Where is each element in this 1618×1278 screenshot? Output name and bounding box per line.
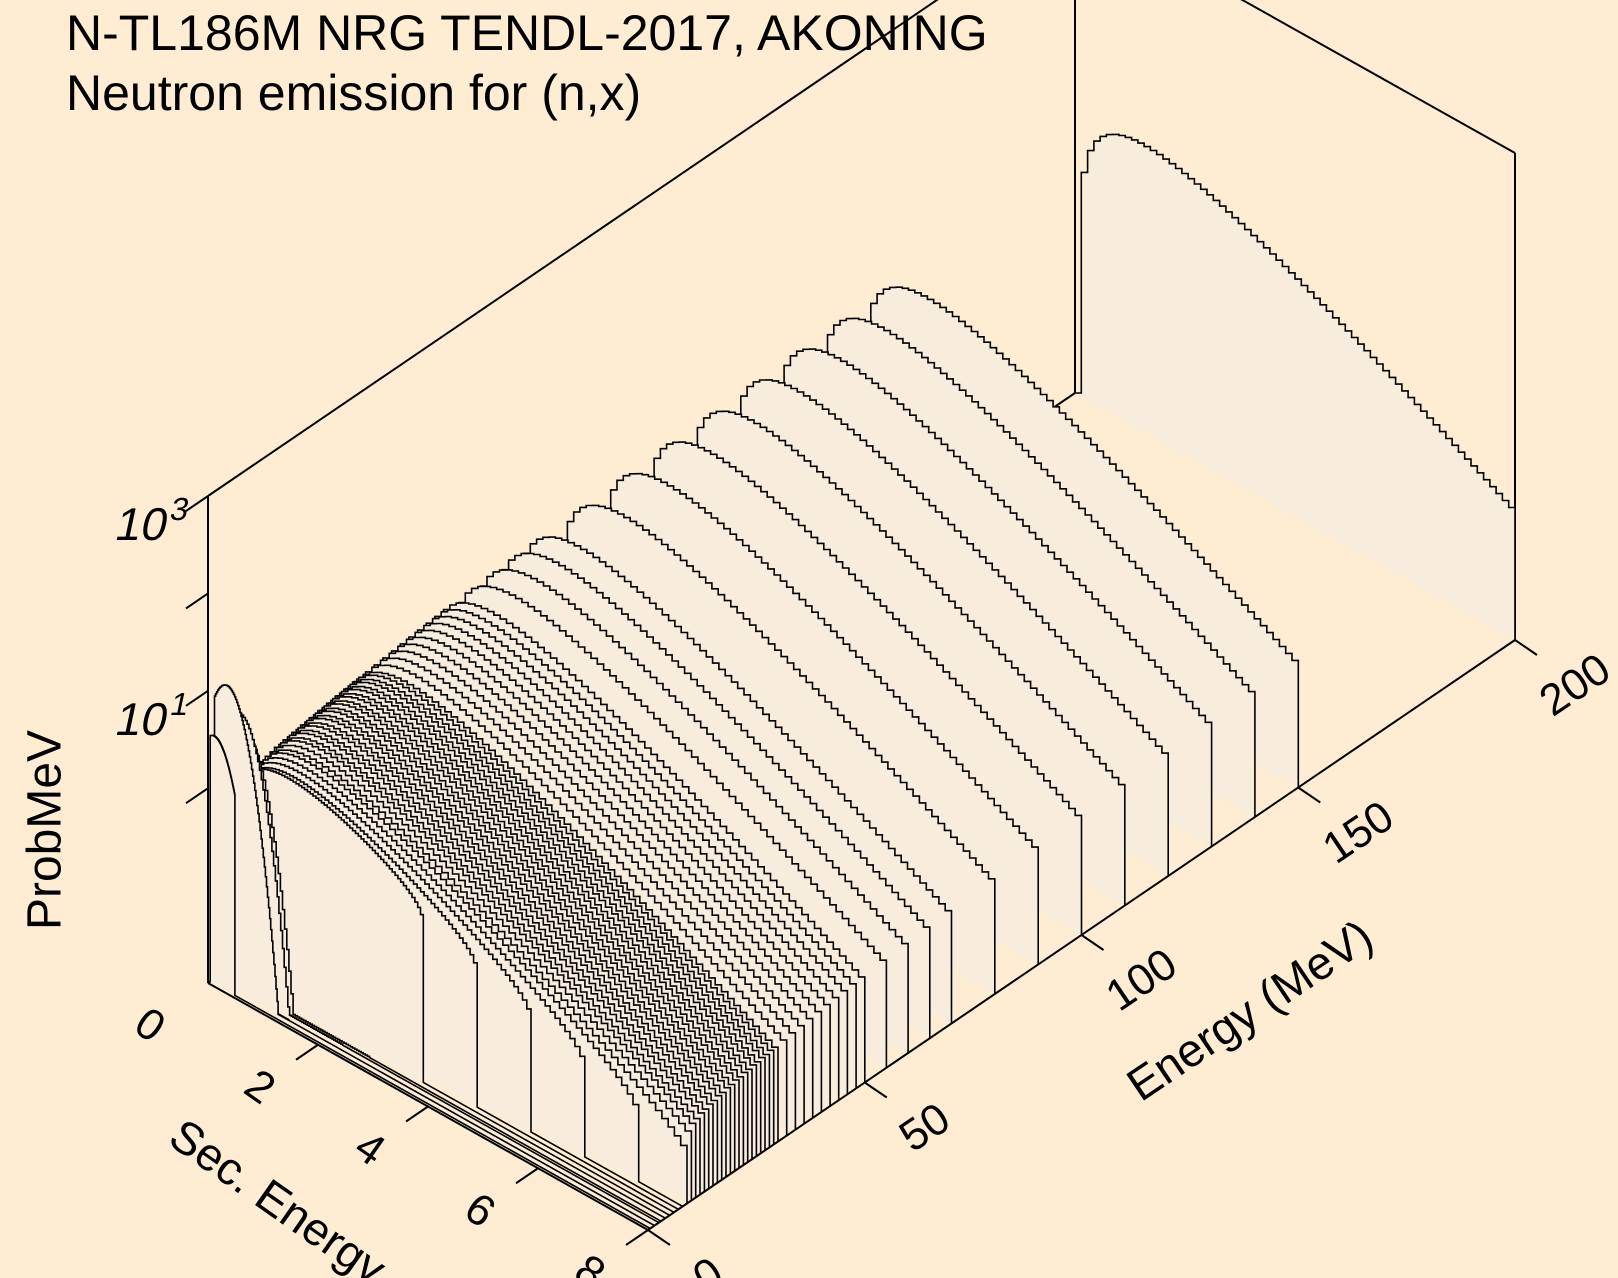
y-axis-label: ProbMeV <box>19 730 72 930</box>
x-tick-label-6: 6 <box>456 1183 504 1237</box>
right-top-edge <box>1240 0 1516 154</box>
chart-subtitle: Neutron emission for (n,x) <box>66 65 642 121</box>
x-tick-2 <box>295 1043 319 1061</box>
x-tick-label-2: 2 <box>236 1060 284 1114</box>
y-tick-1 <box>185 787 209 805</box>
z-tick-100 <box>1080 934 1105 951</box>
y-tick-exponent: 3 <box>167 491 192 527</box>
z-tick-0 <box>647 1229 671 1246</box>
z-tick-label-100: 100 <box>1097 939 1185 1021</box>
x-tick-label-8: 8 <box>566 1245 614 1278</box>
z-tick-label-200: 200 <box>1531 644 1618 726</box>
y-tick-label-10: 101 <box>111 686 192 745</box>
x-axis-label: Sec. Energy <box>160 1108 395 1278</box>
x-tick-label-4: 4 <box>346 1121 394 1175</box>
chart-title: N-TL186M NRG TENDL-2017, AKONING <box>66 5 988 61</box>
back-top-edge <box>207 0 939 497</box>
y-tick-1000 <box>185 495 209 512</box>
x-tick-6 <box>515 1167 539 1185</box>
z-tick-150 <box>1297 786 1321 804</box>
y-tick-10 <box>185 689 209 707</box>
z-tick-label-50: 50 <box>891 1094 959 1162</box>
z-tick-50 <box>864 1081 888 1099</box>
z-tick-label-0: 0 <box>684 1248 732 1278</box>
spectrum-curve-0.5 <box>209 734 651 1230</box>
x-tick-8 <box>625 1229 649 1246</box>
y-tick-exponent: 1 <box>167 686 192 722</box>
x-tick-4 <box>405 1105 429 1123</box>
spectrum-curve-1.5 <box>213 684 655 1227</box>
x-tick-label-0: 0 <box>126 998 174 1052</box>
spectrum-curve-200 <box>1075 133 1516 640</box>
z-tick-label-150: 150 <box>1314 792 1402 874</box>
y-tick-base: 10 <box>111 693 173 744</box>
y-tick-base: 10 <box>111 498 173 549</box>
z-tick-200 <box>1514 639 1538 656</box>
spectra-curves <box>209 133 1516 1230</box>
y-tick-100 <box>185 592 209 610</box>
y-tick-label-1000: 103 <box>111 491 192 550</box>
